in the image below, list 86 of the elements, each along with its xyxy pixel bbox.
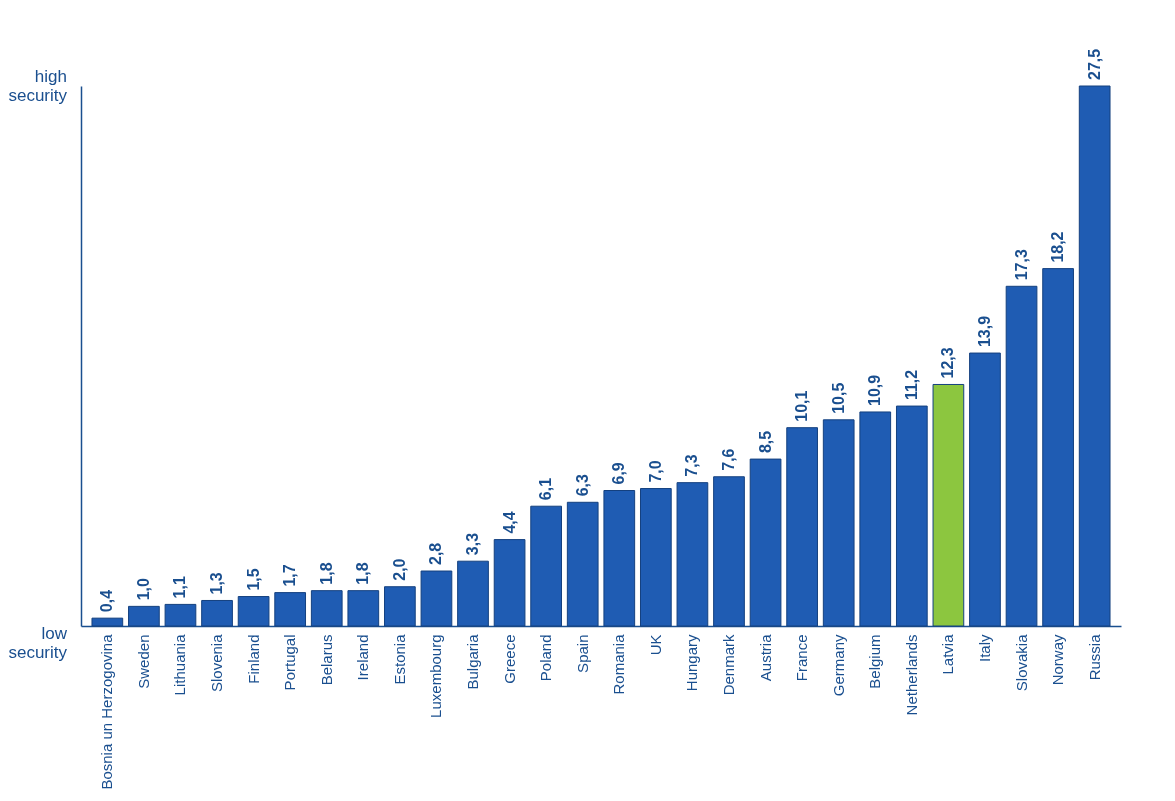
x-tick-label: France [793, 634, 811, 682]
bar [91, 617, 124, 627]
data-label: 7,6 [719, 448, 737, 471]
data-label: 4,4 [500, 511, 518, 534]
x-tick-label: Netherlands [902, 634, 920, 716]
x-tick-label: Norway [1049, 634, 1067, 686]
x-tick-label: Slovakia [1012, 633, 1030, 692]
bar [164, 603, 197, 627]
data-label: 0,4 [98, 589, 116, 613]
x-tick-label: Italy [975, 634, 993, 663]
x-tick-label: Luxembourg [427, 634, 445, 718]
x-tick-label: Portugal [281, 634, 299, 691]
data-label: 7,0 [646, 460, 664, 483]
bar [749, 458, 782, 627]
x-tick-label: Estonia [390, 633, 408, 685]
bar [603, 490, 636, 627]
x-tick-label: Bulgaria [464, 633, 482, 690]
bar [822, 419, 855, 627]
x-tick-label: Sweden [134, 634, 152, 689]
bar [713, 476, 745, 627]
bar [639, 488, 672, 627]
data-label: 1,0 [134, 578, 152, 601]
x-tick-label: Russia [1085, 633, 1103, 681]
x-tick-label: Belarus [317, 634, 335, 686]
x-tick-label: UK [646, 634, 664, 656]
data-label: 11,2 [902, 369, 920, 401]
data-label: 1,5 [244, 568, 262, 591]
data-label: 6,1 [537, 477, 555, 501]
bar [201, 599, 233, 627]
x-tick-label: Spain [573, 634, 591, 673]
bar [347, 590, 380, 627]
bar [310, 590, 343, 627]
bar [676, 482, 709, 627]
x-tick-label: Romania [610, 633, 628, 695]
x-tick-label: Poland [537, 634, 555, 682]
x-tick-label: Denmark [719, 634, 737, 696]
bar [420, 570, 453, 627]
data-label: 17,3 [1012, 249, 1030, 281]
x-tick-label: Greece [500, 634, 518, 684]
data-label: 1,7 [281, 564, 299, 587]
data-label: 1,3 [208, 572, 226, 595]
bar [530, 505, 563, 627]
x-tick-label: Bosnia un Herzogovina [98, 633, 116, 790]
data-label: 10,9 [866, 374, 884, 406]
bar [1078, 85, 1111, 627]
bar [932, 383, 965, 627]
x-tick-label: Latvia [939, 633, 957, 675]
data-label: 7,3 [683, 454, 701, 477]
data-label: 1,8 [317, 562, 335, 585]
bar [859, 411, 892, 627]
bar [895, 405, 928, 627]
x-tick-label: Ireland [354, 634, 372, 681]
bar [128, 605, 160, 627]
text: low security [8, 624, 68, 662]
bar [1042, 268, 1074, 627]
text: high security [8, 67, 68, 105]
data-label: 6,9 [610, 462, 628, 485]
x-tick-label: Austria [756, 633, 774, 682]
data-label: 18,2 [1049, 231, 1067, 263]
x-tick-label: Germany [829, 634, 847, 697]
x-tick-label: Slovenia [208, 633, 226, 693]
data-label: 12,3 [939, 347, 957, 379]
bar [274, 592, 307, 627]
data-label: 3,3 [464, 532, 482, 556]
data-label: 8,5 [756, 430, 774, 454]
data-label: 1,1 [171, 576, 189, 599]
bar [384, 586, 416, 627]
data-label: 2,8 [427, 542, 445, 566]
data-label: 6,3 [573, 473, 591, 497]
x-tick-label: Finland [244, 634, 262, 684]
data-label: 10,1 [793, 390, 811, 422]
data-label: 1,8 [354, 562, 372, 585]
bar [493, 539, 526, 627]
bar [237, 596, 270, 627]
data-label: 13,9 [975, 315, 993, 348]
x-tick-label: Hungary [683, 634, 701, 692]
data-label: 2,0 [390, 558, 408, 581]
bar [566, 501, 599, 627]
x-tick-label: Lithuania [171, 633, 189, 696]
bar [786, 427, 818, 627]
data-label: 10,5 [829, 382, 847, 414]
bar [457, 560, 489, 627]
bar [1005, 285, 1038, 627]
bar [969, 352, 1001, 627]
x-tick-label: Belgium [866, 634, 884, 689]
data-label: 27,5 [1085, 48, 1103, 80]
